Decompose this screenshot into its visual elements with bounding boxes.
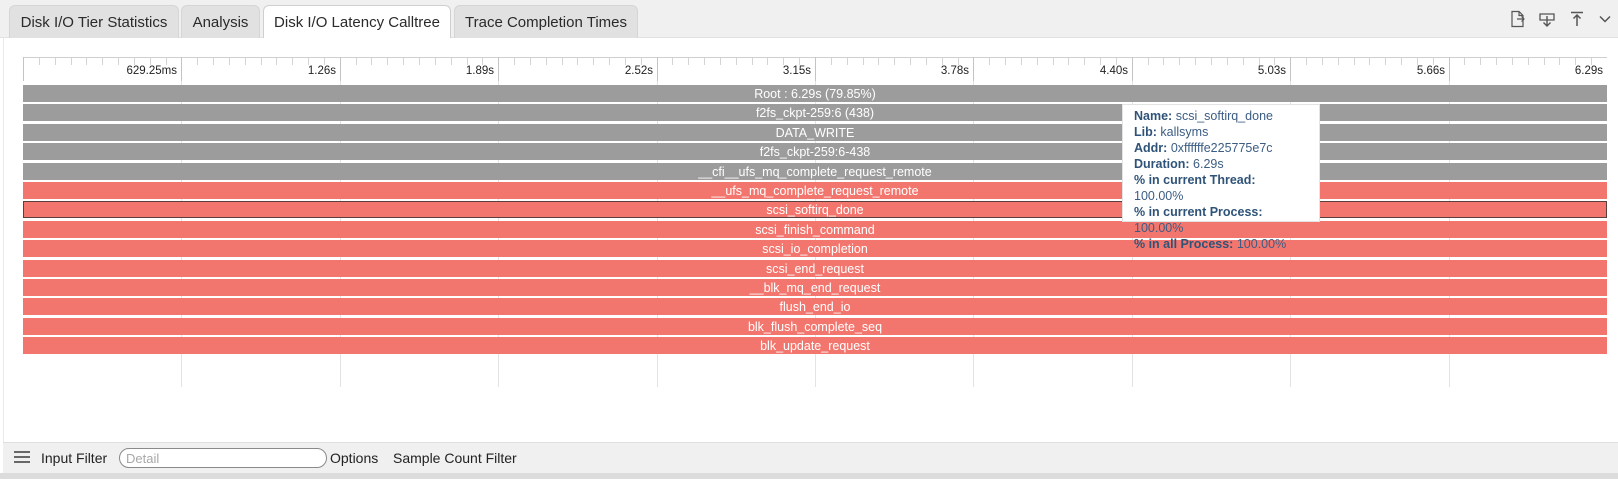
calltree-bar[interactable]: Root : 6.29s (79.85%) [23,85,1607,102]
ruler-tick-label: 629.25ms [126,65,177,77]
calltree-bar-label: f2fs_ckpt-259:6 (438) [755,105,875,120]
calltree-bar-label: Root : 6.29s (79.85%) [754,86,876,101]
tab-label: Analysis [192,13,249,31]
ruler-ticks [23,57,1607,81]
calltree-bar-label: f2fs_ckpt-259:6-438 [759,144,871,159]
tooltip-duration-value: 6.29s [1193,157,1224,171]
calltree-bar-label: scsi_end_request [766,261,864,276]
tab-disk-io-latency-calltree[interactable]: Disk I/O Latency Calltree [263,5,451,39]
calltree-bar[interactable]: __cfi__ufs_mq_complete_request_remote [23,163,1607,180]
tooltip-thread-row: % in current Thread: 100.00% [1134,173,1256,203]
tooltip-lib-value: kallsyms [1160,125,1209,139]
tab-label: Disk I/O Tier Statistics [20,13,168,31]
ruler-tick-label: 6.29s [1574,65,1603,77]
calltree-bar-label: scsi_finish_command [755,222,875,237]
tooltip-name-value: scsi_softirq_done [1175,109,1273,123]
calltree-bar-label: DATA_WRITE [775,125,855,140]
input-filter-label: Input Filter [41,450,108,466]
ruler-tick-label: 1.26s [307,65,336,77]
upload-icon[interactable] [1566,8,1588,30]
ruler-tick-label: 4.40s [1099,65,1128,77]
calltree-bar[interactable]: __ufs_mq_complete_request_remote [23,182,1607,199]
calltree-bar-label: __blk_mq_end_request [749,280,881,295]
calltree-bar[interactable]: scsi_softirq_done [23,201,1607,218]
tooltip-addr-row: Addr: 0xffffffe225775e7c [1134,141,1273,155]
chevron-down-icon[interactable] [1594,8,1616,30]
menu-icon[interactable] [13,449,31,468]
tooltip-all-row: % in all Process: 100.00% [1134,237,1287,251]
tooltip-duration-row: Duration: 6.29s [1134,157,1224,171]
tooltip-name-row: Name: scsi_softirq_done [1134,109,1273,123]
time-ruler: 629.25ms 1.26s 1.89s 2.52s 3.15s 3.78s 4.40s 5.… [23,57,1607,81]
calltree-bar[interactable]: blk_flush_complete_seq [23,318,1607,335]
filter-bar: Input Filter Options Sample Count Filter [3,442,1618,473]
calltree-bar[interactable]: f2fs_ckpt-259:6 (438) [23,104,1607,121]
ruler-tick-label: 3.78s [940,65,969,77]
tooltip-all-value: 100.00% [1236,237,1287,251]
ruler-tick-label: 3.15s [782,65,811,77]
tab-trace-completion-times[interactable]: Trace Completion Times [454,5,638,38]
tab-disk-io-tier-statistics[interactable]: Disk I/O Tier Statistics [9,5,179,38]
calltree-bar-label: scsi_softirq_done [766,202,864,217]
ruler-tick-label: 5.66s [1416,65,1445,77]
calltree-bar[interactable]: f2fs_ckpt-259:6-438 [23,143,1607,160]
calltree-bar[interactable]: scsi_finish_command [23,221,1607,238]
tooltip-process-row: % in current Process: 100.00% [1134,205,1263,235]
tab-bar: Disk I/O Tier Statistics Analysis Disk I… [0,0,1618,39]
tooltip-thread-value: 100.00% [1134,189,1184,203]
calltree-bar-label: __cfi__ufs_mq_complete_request_remote [698,164,932,179]
download-icon[interactable] [1536,8,1558,30]
tooltip-process-value: 100.00% [1134,221,1184,235]
tab-label: Trace Completion Times [465,13,627,31]
tooltip-addr-value: 0xffffffe225775e7c [1170,141,1273,155]
export-file-icon[interactable] [1506,8,1528,30]
calltree-bar[interactable]: scsi_end_request [23,260,1607,277]
calltree-bar-label: flush_end_io [779,299,851,314]
calltree-bar-label: __ufs_mq_complete_request_remote [711,183,919,198]
calltree-bar[interactable]: __blk_mq_end_request [23,279,1607,296]
calltree-bar[interactable]: blk_update_request [23,337,1607,354]
detail-input[interactable] [119,448,327,468]
calltree-bar[interactable]: scsi_io_completion [23,240,1607,257]
calltree-bar-label: scsi_io_completion [762,241,868,256]
calltree-bar[interactable]: flush_end_io [23,298,1607,315]
ruler-tick-label: 1.89s [465,65,494,77]
options-button[interactable]: Options [330,450,379,466]
calltree-bar-label: blk_update_request [760,338,870,353]
calltree-bar-label: blk_flush_complete_seq [747,319,883,334]
function-tooltip: Name: scsi_softirq_done Lib: kallsyms Ad… [1122,104,1320,251]
calltree-bar[interactable]: DATA_WRITE [23,124,1607,141]
ruler-tick-label: 2.52s [624,65,653,77]
tooltip-lib-row: Lib: kallsyms [1134,125,1209,139]
ruler-tick-label: 5.03s [1257,65,1286,77]
bottom-border [0,473,1618,479]
sample-count-filter-button[interactable]: Sample Count Filter [393,450,517,466]
tab-analysis[interactable]: Analysis [181,5,260,38]
tab-label: Disk I/O Latency Calltree [274,14,440,31]
